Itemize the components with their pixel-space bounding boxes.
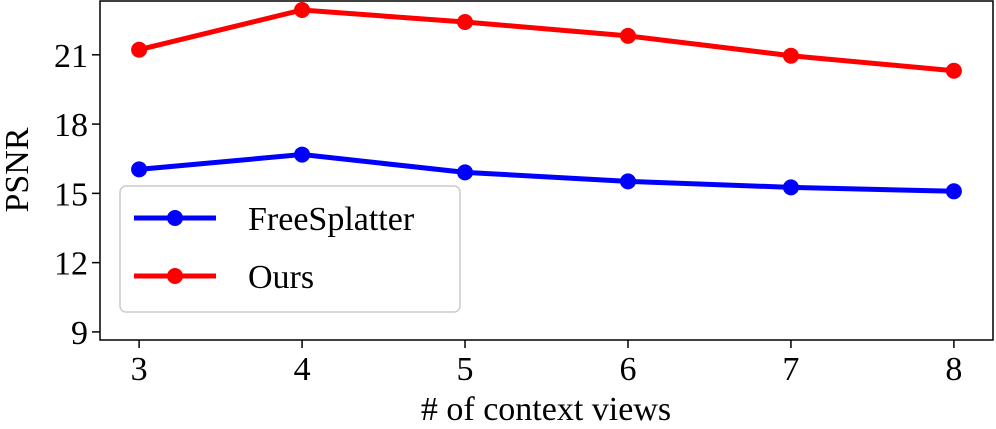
- y-tick-label: 21: [54, 38, 88, 75]
- x-tick-label: 6: [619, 351, 636, 388]
- y-tick-label: 15: [54, 176, 88, 213]
- series-line: [138, 152, 954, 194]
- x-tick-label: 7: [782, 351, 799, 388]
- x-tick-label: 5: [457, 351, 474, 388]
- y-tick-label: 18: [54, 107, 88, 144]
- point: [131, 41, 148, 58]
- x-tick-label: 4: [294, 351, 311, 388]
- point: [782, 47, 799, 64]
- x-tick-label: 8: [945, 351, 962, 388]
- point: [294, 146, 311, 163]
- point: [782, 179, 799, 196]
- point: [619, 173, 636, 190]
- x-axis-label: # of context views: [421, 391, 671, 428]
- y-tick-label: 12: [54, 246, 88, 283]
- x-tick-label: 3: [131, 351, 148, 388]
- y-tick-label: 9: [71, 315, 88, 352]
- point: [457, 14, 474, 31]
- point: [945, 62, 962, 79]
- point: [457, 164, 474, 181]
- point: [945, 183, 962, 200]
- legend-label: FreeSplatter: [248, 201, 415, 238]
- y-axis-label: PSNR: [0, 127, 36, 212]
- plot-frame: [99, 0, 994, 341]
- legend-label: Ours: [248, 259, 314, 296]
- legend-marker: [167, 268, 183, 284]
- point: [131, 161, 148, 178]
- series-line: [138, 7, 955, 74]
- point: [619, 27, 636, 44]
- legend-marker: [167, 210, 183, 226]
- point: [294, 2, 311, 19]
